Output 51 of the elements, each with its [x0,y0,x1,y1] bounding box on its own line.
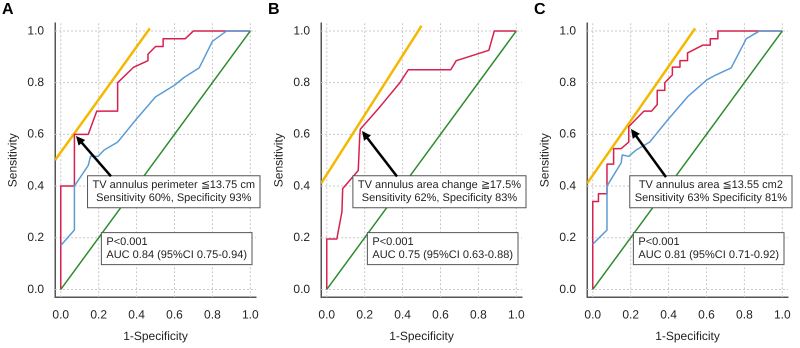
y-tick-label: 1.0 [27,23,44,38]
y-tick-label: 0.6 [293,126,310,141]
x-axis-title: 1-Specificity [389,329,454,344]
y-tick-label: 0.0 [559,282,576,296]
x-tick-label: 0.6 [166,308,184,322]
x-axis-title: 1-Specificity [655,329,720,344]
annotation: P<0.001 AUC 0.81 (95%CI 0.71-0.92) [638,236,780,262]
x-tick-label: 0.2 [622,308,640,322]
y-tick-label: 0.4 [559,178,576,192]
y-tick-label: 0.0 [27,282,44,296]
y-tick-label: 0.2 [27,230,44,244]
annotation: P<0.001 AUC 0.75 (95%CI 0.63-0.88) [372,236,514,262]
x-tick-label: 0.4 [128,308,146,322]
chart-title: B [268,1,280,18]
x-tick-label: 0.4 [660,308,678,322]
x-tick-label: 0.2 [356,308,374,322]
x-tick-label: 1.0 [242,308,259,322]
y-tick-label: 0.6 [27,126,44,141]
annotation: TV annulus area change ≧17.5% Sensitivity 62%, Specificity 83% [358,179,522,204]
y-tick-label: 0.8 [27,74,44,89]
x-tick-label: 0.8 [470,308,488,322]
x-tick-label: 0.0 [318,308,336,322]
y-tick-label: 0.6 [559,126,576,141]
x-tick-label: 0.0 [52,308,70,322]
x-tick-label: 0.6 [432,308,450,322]
y-tick-label: 0.2 [293,230,310,244]
x-tick-label: 0.8 [736,308,754,322]
x-tick-label: 1.0 [774,308,791,322]
x-tick-label: 0.2 [90,308,108,322]
y-tick-label: 1.0 [293,23,310,38]
y-tick-label: 0.4 [27,178,44,192]
y-axis-title: Sensitivity [538,133,552,188]
annotation: P<0.001 AUC 0.84 (95%CI 0.75-0.94) [106,236,248,262]
chart-title: C [534,1,546,18]
annotation: TV annulus area ≦13.55 cm2 Sensitivity 63% Specificity 81% [634,179,788,204]
y-axis-title: Sensitivity [6,133,20,188]
chart-title: A [2,1,14,18]
y-tick-label: 0.4 [293,178,310,192]
x-tick-label: 0.8 [204,308,222,322]
y-tick-label: 0.8 [293,74,310,89]
y-axis-title: Sensitivity [272,133,286,188]
y-tick-label: 0.8 [559,74,576,89]
y-tick-label: 0.2 [559,230,576,244]
x-axis-title: 1-Specificity [123,329,188,344]
x-tick-label: 1.0 [508,308,525,322]
y-tick-label: 1.0 [559,23,576,38]
annotation: TV annulus perimeter ≦13.75 cm Sensitivity 60%, Specificity 93% [92,179,256,204]
x-tick-label: 0.4 [394,308,412,322]
y-tick-label: 0.0 [293,282,310,296]
x-tick-label: 0.0 [584,308,602,322]
x-tick-label: 0.6 [698,308,716,322]
